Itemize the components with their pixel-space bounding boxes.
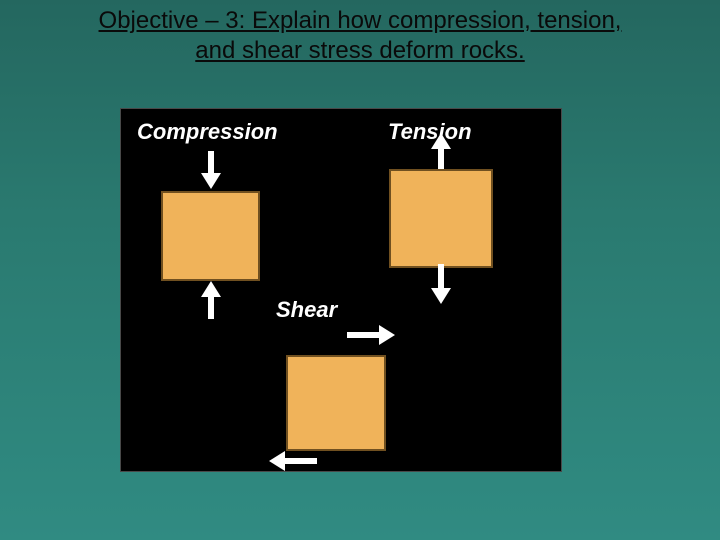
slide-title: Objective – 3: Explain how compression, …	[0, 6, 720, 66]
block-compression	[161, 191, 260, 281]
arrow-tension-bottom	[431, 264, 451, 304]
arrow-compression-top	[201, 151, 221, 189]
label-compression: Compression	[137, 119, 278, 145]
arrow-shaft	[208, 297, 214, 319]
arrow-head-up-icon	[431, 133, 451, 149]
arrow-shaft	[438, 264, 444, 288]
arrow-shaft	[285, 458, 317, 464]
block-tension	[389, 169, 493, 268]
label-shear: Shear	[276, 297, 337, 323]
title-line-1: Objective – 3: Explain how compression, …	[99, 7, 622, 34]
slide: Objective – 3: Explain how compression, …	[0, 0, 720, 540]
arrow-head-left-icon	[269, 451, 285, 471]
arrow-shear-bottom	[269, 451, 317, 471]
arrow-head-right-icon	[379, 325, 395, 345]
arrow-tension-top	[431, 133, 451, 169]
arrow-head-down-icon	[201, 173, 221, 189]
title-line-2: and shear stress deform rocks.	[195, 37, 524, 64]
arrow-head-up-icon	[201, 281, 221, 297]
arrow-compression-bottom	[201, 281, 221, 319]
arrow-shaft	[438, 149, 444, 169]
block-shear	[286, 355, 386, 451]
stress-figure: Compression Tension Shear	[120, 108, 562, 472]
arrow-head-down-icon	[431, 288, 451, 304]
arrow-shear-top	[347, 325, 395, 345]
arrow-shaft	[208, 151, 214, 173]
arrow-shaft	[347, 332, 379, 338]
label-tension: Tension	[388, 119, 472, 145]
